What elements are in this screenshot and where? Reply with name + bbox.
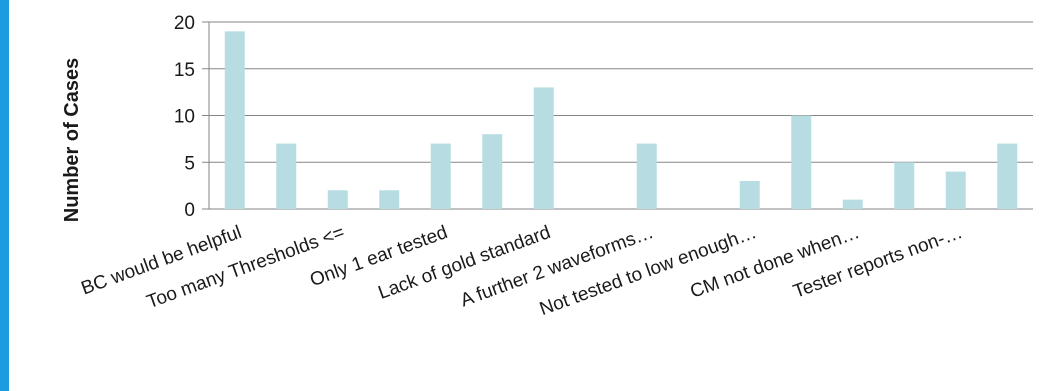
x-category-label: Tester reports non-…	[791, 222, 966, 303]
bar	[791, 115, 812, 209]
bars	[224, 31, 1018, 209]
bar	[276, 143, 297, 209]
y-tick-label: 0	[184, 200, 195, 221]
bar	[894, 162, 915, 209]
bar	[379, 190, 400, 209]
bar	[430, 143, 451, 209]
bar	[997, 143, 1018, 209]
y-tick-label: 15	[174, 60, 195, 81]
bar	[636, 143, 657, 209]
y-tick-label: 20	[174, 13, 195, 34]
bar	[482, 134, 503, 209]
left-accent-bar	[0, 0, 9, 391]
bar	[842, 199, 863, 209]
y-tick-label: 5	[184, 153, 195, 174]
y-tick-label: 10	[174, 107, 195, 128]
y-axis-title: Number of Cases	[61, 58, 83, 223]
bar	[224, 31, 245, 209]
bar	[327, 190, 348, 209]
x-category-label: CM not done when…	[688, 222, 863, 303]
bar	[945, 171, 966, 209]
bar	[533, 87, 554, 209]
y-axis-ticks: 0 5 10 15 20	[174, 13, 209, 221]
bar	[739, 180, 760, 209]
